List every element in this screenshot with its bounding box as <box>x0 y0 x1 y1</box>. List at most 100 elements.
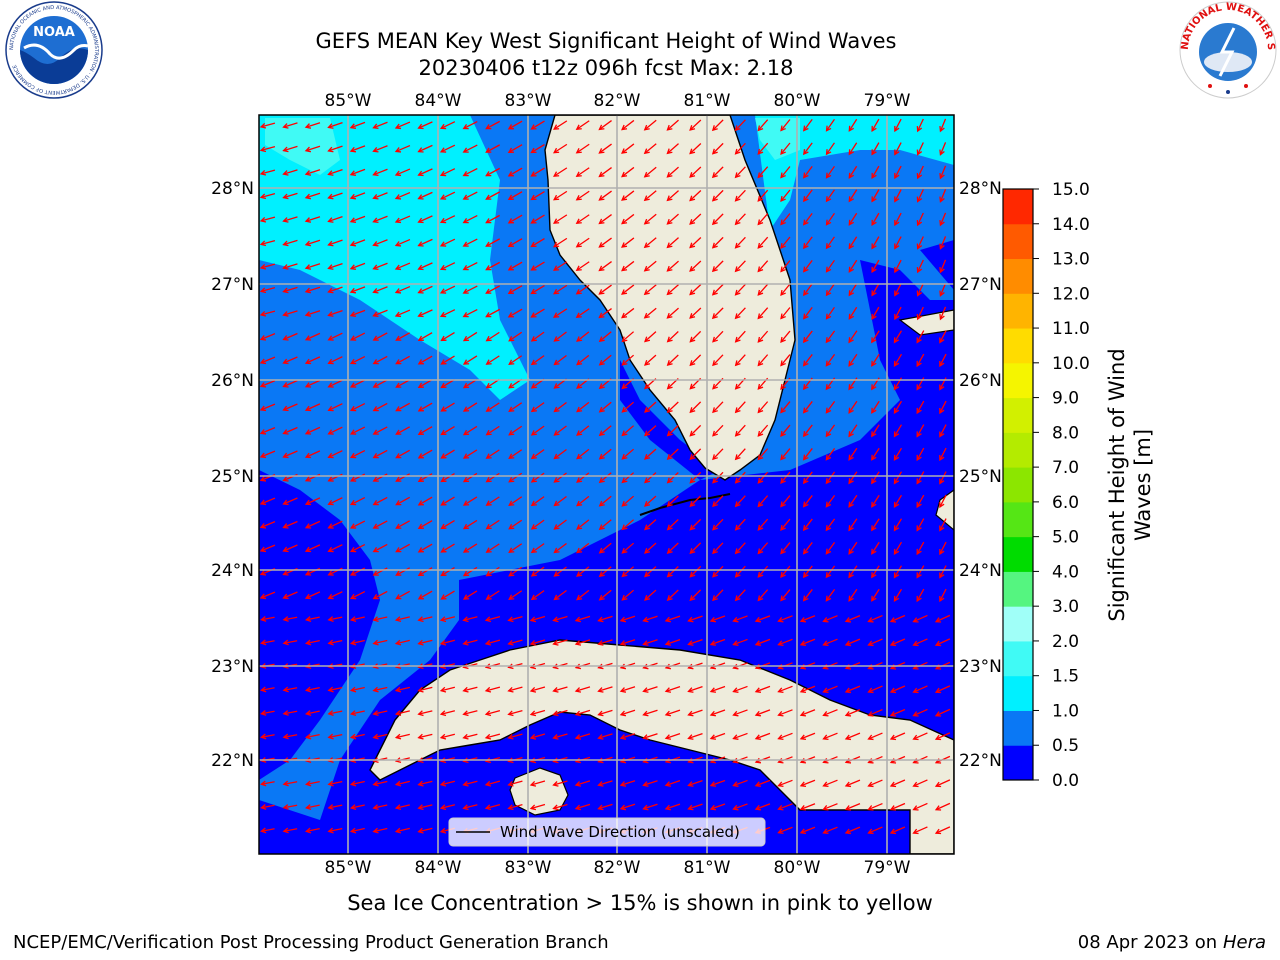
wind-arrow-head <box>642 804 649 811</box>
wind-arrow <box>893 447 903 461</box>
wind-arrow-head <box>754 734 762 740</box>
wind-arrow-head <box>889 734 897 741</box>
wind-arrow <box>755 803 771 810</box>
wind-arrow-head <box>894 196 900 203</box>
wind-arrow <box>733 732 748 740</box>
wind-arrow-head <box>621 500 628 507</box>
wind-arrow-head <box>462 523 470 530</box>
wind-arrow-head <box>440 359 447 365</box>
wind-arrow <box>800 615 816 622</box>
wind-arrow-head <box>484 780 492 787</box>
wind-arrow <box>916 447 925 461</box>
wind-arrow <box>935 802 951 811</box>
wind-arrow-head <box>576 547 583 554</box>
wind-arrow-head <box>734 383 741 390</box>
wind-arrow <box>328 215 343 223</box>
wind-arrow-head <box>934 734 942 741</box>
wind-arrow-head <box>621 359 628 366</box>
wind-arrow <box>441 402 455 412</box>
wind-arrow-head <box>734 148 741 155</box>
wind-arrow <box>328 332 343 341</box>
wind-arrow <box>913 779 928 787</box>
wind-arrow <box>621 401 635 413</box>
wind-arrow <box>935 614 951 623</box>
wind-arrow-head <box>259 546 267 553</box>
wind-arrow-head <box>439 170 447 177</box>
wind-arrow <box>800 685 816 693</box>
wind-arrow <box>373 355 388 365</box>
wind-arrow-head <box>574 687 582 693</box>
wind-arrow <box>913 826 928 834</box>
wind-arrow-head <box>462 757 469 764</box>
wind-arrow <box>396 402 410 412</box>
wind-arrow <box>328 639 343 645</box>
wind-arrow-head <box>530 194 537 201</box>
wind-arrow <box>328 192 343 199</box>
wind-arrow <box>803 424 813 437</box>
wind-arrow-head <box>260 827 267 834</box>
wind-arrow-head <box>529 757 537 764</box>
colorbar-segment <box>1003 328 1033 364</box>
wind-arrow-head <box>485 406 492 412</box>
wind-arrow <box>508 519 523 530</box>
wind-arrow-head <box>912 711 919 717</box>
wind-arrow <box>395 168 411 176</box>
wind-arrow-head <box>440 547 447 553</box>
wind-arrow <box>463 402 478 412</box>
wind-arrow <box>508 285 523 294</box>
wind-arrow-head <box>395 453 402 459</box>
wind-arrow <box>848 447 858 461</box>
wind-arrow-head <box>780 336 786 344</box>
wind-arrow-head <box>848 384 854 391</box>
wind-arrow-head <box>530 594 537 601</box>
wind-arrow <box>712 236 724 249</box>
wind-arrow-head <box>642 781 649 787</box>
wind-arrow-head <box>484 757 492 764</box>
wind-arrow <box>689 260 702 272</box>
wind-arrow-head <box>417 523 424 529</box>
wind-arrow <box>486 331 500 342</box>
wind-arrow-head <box>553 171 560 177</box>
wind-arrow-head <box>485 194 492 200</box>
wind-arrow-head <box>260 616 267 622</box>
wind-arrow <box>418 121 433 129</box>
wind-arrow <box>755 709 771 716</box>
wind-arrow <box>667 519 679 530</box>
cuba-land <box>369 639 954 854</box>
wind-arrow <box>418 780 433 786</box>
wind-arrow-head <box>553 453 560 460</box>
wind-arrow-head <box>282 264 289 270</box>
wind-arrow-head <box>916 525 922 532</box>
wind-arrow-head <box>372 123 379 130</box>
wind-arrow-head <box>260 710 267 716</box>
wind-arrow-head <box>689 454 696 461</box>
wind-arrow-head <box>439 804 447 811</box>
wind-arrow-head <box>666 312 673 319</box>
wind-arrow-head <box>802 219 809 226</box>
wind-arrow-head <box>689 125 696 131</box>
wind-arrow <box>463 425 478 436</box>
wind-arrow-head <box>282 335 289 341</box>
wind-arrow-head <box>754 616 762 623</box>
wind-arrow <box>757 119 769 131</box>
wind-arrow <box>667 425 679 436</box>
wind-arrow <box>305 591 321 599</box>
wind-arrow-head <box>871 266 877 274</box>
wind-arrow <box>893 494 903 508</box>
wind-arrow <box>396 379 410 388</box>
wind-arrow <box>599 214 612 224</box>
wind-arrow-head <box>712 524 718 531</box>
wind-arrow-head <box>552 710 559 717</box>
wind-arrow-head <box>916 149 923 156</box>
wind-arrow-head <box>802 525 809 532</box>
wind-arrow <box>845 615 861 622</box>
wind-arrow-head <box>848 172 855 179</box>
wind-arrow-head <box>552 687 559 693</box>
wind-arrow-head <box>282 476 289 482</box>
wind-arrow-head <box>848 548 854 555</box>
wind-arrow <box>755 685 771 693</box>
wind-arrow-head <box>327 358 334 365</box>
wind-arrow <box>261 828 275 832</box>
wind-arrow-head <box>439 264 447 271</box>
wind-arrow-head <box>848 313 855 320</box>
